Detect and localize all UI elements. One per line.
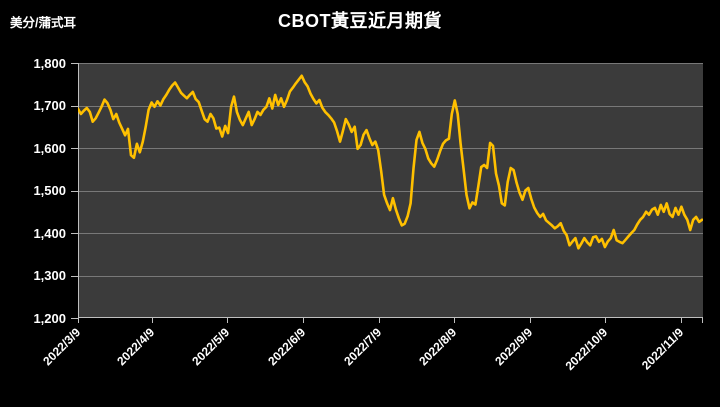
y-tick-mark — [71, 63, 78, 64]
y-tick-label: 1,400 — [33, 225, 66, 241]
x-tick-mark — [78, 318, 79, 323]
y-tick-mark — [71, 106, 78, 107]
price-line-svg — [78, 63, 703, 318]
x-tick-label: 2022/11/9 — [638, 325, 686, 373]
y-tick-mark — [71, 276, 78, 277]
x-tick-mark — [605, 318, 606, 323]
y-tick-mark — [71, 233, 78, 234]
x-tick-mark — [530, 318, 531, 323]
x-tick-mark — [227, 318, 228, 323]
x-tick-mark — [454, 318, 455, 323]
chart-title: CBOT黃豆近月期貨 — [278, 11, 442, 31]
x-tick-mark — [152, 318, 153, 323]
x-tick-label: 2022/8/9 — [416, 325, 460, 369]
y-tick-label: 1,200 — [33, 310, 66, 326]
y-tick-mark — [71, 191, 78, 192]
x-tick-mark — [702, 318, 703, 323]
y-tick-label: 1,700 — [33, 98, 66, 113]
x-tick-label: 2022/9/9 — [492, 325, 535, 369]
x-tick-mark — [303, 318, 304, 323]
y-axis-unit-label: 美分/蒲式耳 — [10, 16, 76, 30]
y-tick-label: 1,800 — [33, 55, 66, 71]
x-tick-mark — [379, 318, 380, 323]
x-tick-label: 2022/7/9 — [341, 325, 384, 369]
y-tick-label: 1,500 — [33, 183, 66, 198]
x-tick-label: 2022/4/9 — [113, 325, 157, 369]
price-line — [78, 74, 703, 250]
x-tick-mark — [681, 318, 682, 323]
x-tick-label: 2022/6/9 — [264, 325, 308, 369]
y-tick-mark — [71, 148, 78, 149]
y-tick-label: 1,300 — [33, 268, 66, 283]
plot-area — [78, 63, 703, 318]
y-tick-mark — [71, 318, 78, 319]
x-tick-label: 2022/3/9 — [40, 325, 84, 369]
x-tick-label: 2022/5/9 — [189, 325, 233, 369]
x-tick-label: 2022/10/9 — [562, 325, 611, 373]
y-tick-label: 1,600 — [33, 140, 66, 156]
